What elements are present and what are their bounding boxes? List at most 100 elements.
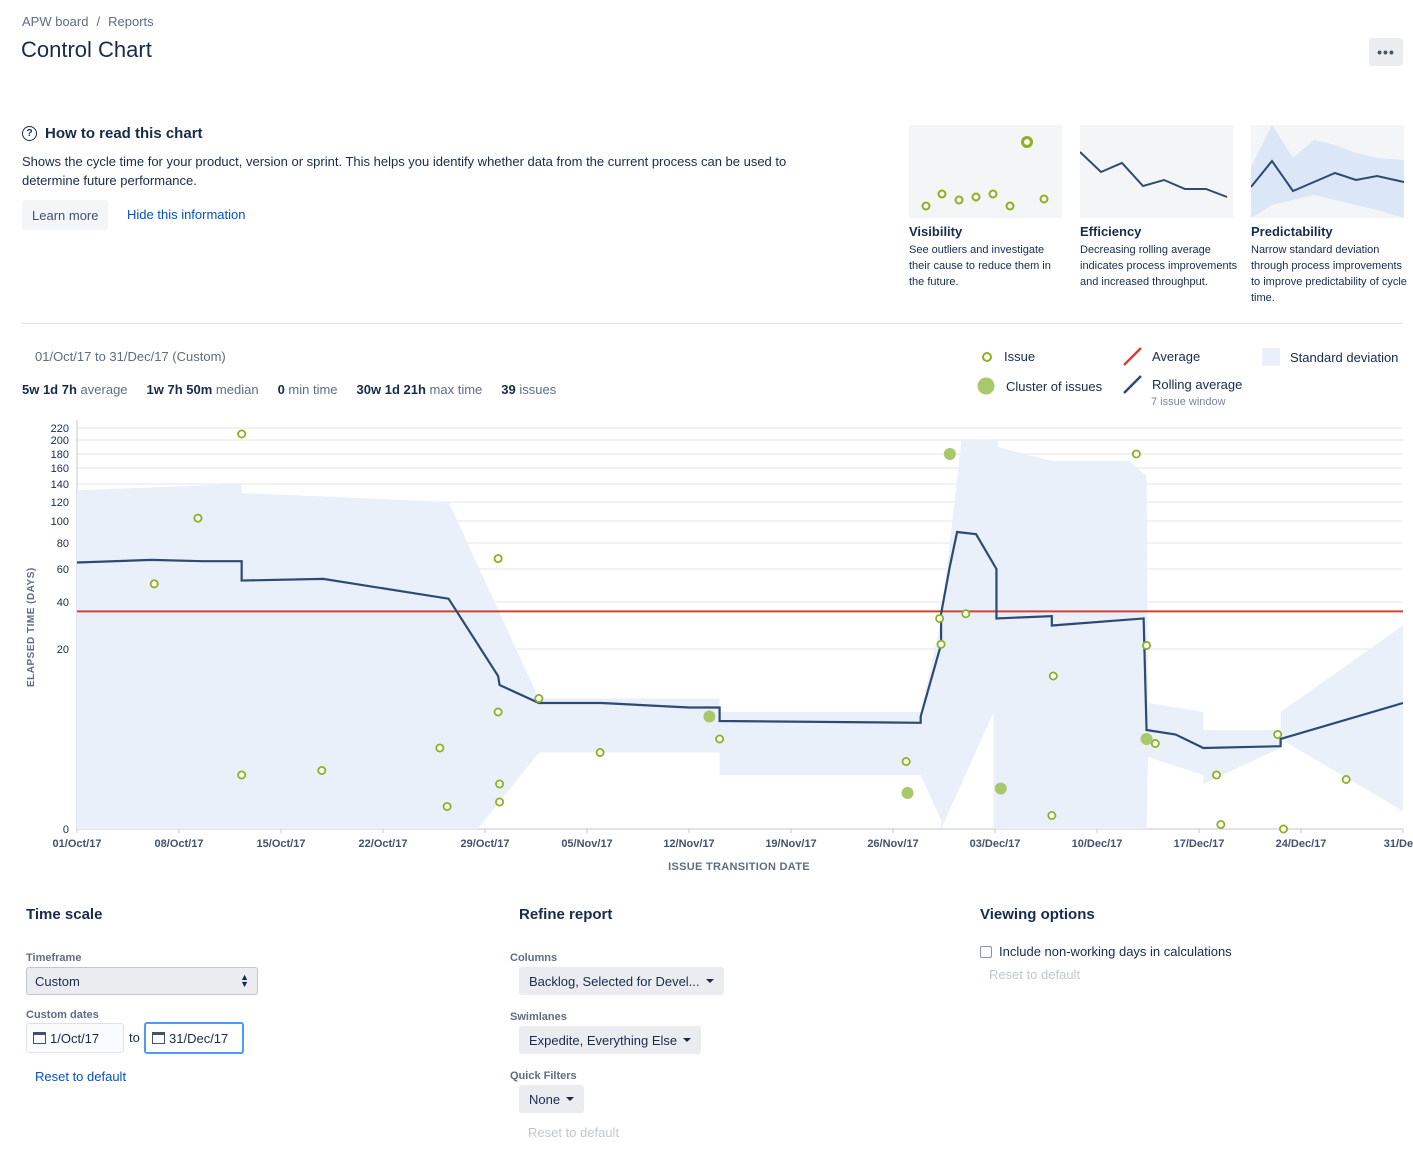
learn-more-button[interactable]: Learn more [22, 200, 109, 230]
legend-cluster[interactable]: Cluster of issues [976, 376, 1102, 396]
legend-average-label: Average [1152, 348, 1201, 364]
more-icon: ••• [1377, 44, 1395, 60]
stats-bar: 5w 1d 7h average 1w 7h 50m median 0 min … [22, 382, 556, 397]
issue-point[interactable] [936, 639, 946, 649]
issue-point[interactable] [495, 797, 505, 807]
issue-point[interactable] [1047, 810, 1057, 820]
x-tick-label: 19/Nov/17 [765, 838, 816, 850]
predictability-illustration [1251, 125, 1404, 218]
x-tick-label: 10/Dec/17 [1072, 838, 1123, 850]
calendar-icon [152, 1032, 165, 1044]
legend-rolling-average[interactable]: Rolling average [1122, 374, 1242, 394]
swimlanes-label: Swimlanes [510, 1011, 567, 1023]
chevron-down-icon [705, 979, 714, 983]
issue-point[interactable] [435, 743, 445, 753]
issue-points[interactable] [149, 429, 1351, 834]
issue-point[interactable] [237, 429, 247, 439]
legend-rolling-label: Rolling average [1152, 376, 1243, 392]
time-scale-reset-link[interactable]: Reset to default [35, 1069, 127, 1084]
y-tick-label: 180 [51, 449, 69, 461]
timeframe-value: Custom [35, 973, 80, 989]
issue-point[interactable] [237, 770, 247, 780]
visibility-description: See outliers and investigate their cause… [909, 244, 1051, 288]
visibility-card: Visibility See outliers and investigate … [909, 224, 1067, 290]
x-tick-label: 01/Oct/17 [53, 838, 102, 850]
predictability-card: Predictability Narrow standard deviation… [1251, 224, 1409, 306]
timeframe-select[interactable]: Custom ▲ ▼ [26, 967, 258, 995]
quick-filters-dropdown[interactable]: None [519, 1085, 585, 1113]
x-tick-label: 03/Dec/17 [970, 838, 1021, 850]
x-tick-label: 29/Oct/17 [461, 838, 510, 850]
breadcrumb: APW board / Reports [22, 14, 154, 29]
x-tick-label: 17/Dec/17 [1174, 838, 1225, 850]
issue-point[interactable] [1211, 770, 1221, 780]
issue-point[interactable] [1341, 774, 1351, 784]
issue-point[interactable] [1131, 449, 1141, 459]
issue-point[interactable] [961, 609, 971, 619]
quick-filters-value: None [529, 1091, 561, 1107]
columns-dropdown[interactable]: Backlog, Selected for Devel... [519, 967, 724, 995]
predictability-description: Narrow standard deviation through proces… [1251, 244, 1407, 304]
x-axis-ticks: 01/Oct/17 08/Oct/17 15/Oct/17 22/Oct/17 29/O… [53, 829, 1413, 850]
legend-stddev-label: Standard deviation [1290, 349, 1399, 365]
cluster-point[interactable] [1140, 733, 1153, 745]
y-tick-label: 220 [51, 423, 69, 435]
issue-point[interactable] [935, 613, 945, 623]
visibility-title: Visibility [909, 224, 963, 239]
issue-point[interactable] [442, 801, 452, 811]
legend-issue[interactable]: Issue [980, 349, 1035, 364]
nonworking-days-checkbox[interactable] [980, 945, 992, 958]
quick-filters-label: Quick Filters [510, 1070, 577, 1082]
issue-point[interactable] [1279, 824, 1289, 834]
issue-point[interactable] [1216, 819, 1226, 829]
issue-point[interactable] [1048, 671, 1058, 681]
swimlanes-dropdown[interactable]: Expedite, Everything Else [519, 1026, 702, 1054]
issue-point[interactable] [493, 554, 503, 564]
end-date-input[interactable]: 31/Dec/17 [144, 1022, 244, 1054]
issue-point[interactable] [1142, 640, 1152, 650]
issue-point[interactable] [715, 734, 725, 744]
y-tick-label: 120 [51, 497, 69, 509]
timeframe-label: Timeframe [26, 952, 82, 964]
breadcrumb-separator: / [96, 14, 101, 29]
x-tick-label: 05/Nov/17 [561, 838, 612, 850]
issue-point[interactable] [317, 765, 327, 775]
cluster-point[interactable] [901, 787, 914, 799]
issue-point[interactable] [193, 513, 203, 523]
hide-information-link[interactable]: Hide this information [127, 207, 246, 222]
breadcrumb-board-link[interactable]: APW board [22, 14, 89, 29]
issue-point[interactable] [493, 707, 503, 717]
cluster-point[interactable] [703, 710, 716, 723]
issue-point[interactable] [534, 693, 544, 703]
issue-point[interactable] [495, 779, 505, 789]
legend-average[interactable]: Average [1122, 346, 1200, 366]
help-heading: ? How to read this chart [22, 125, 203, 142]
nonworking-days-option[interactable]: Include non-working days in calculations [980, 944, 1232, 959]
breadcrumb-reports-link[interactable]: Reports [108, 14, 154, 29]
x-tick-label: 15/Oct/17 [257, 838, 306, 850]
efficiency-thumbnail [1080, 125, 1233, 218]
start-date-input[interactable]: 1/Oct/17 [26, 1023, 124, 1053]
issue-point[interactable] [901, 756, 911, 766]
refine-reset-link: Reset to default [528, 1125, 620, 1140]
y-tick-label: 60 [57, 564, 69, 576]
stat-median: 1w 7h 50m median [146, 382, 259, 397]
visibility-thumbnail [909, 125, 1062, 218]
issue-point[interactable] [1150, 738, 1160, 748]
legend-cluster-label: Cluster of issues [1006, 378, 1103, 394]
x-tick-label: 22/Oct/17 [359, 838, 408, 850]
issue-point[interactable] [149, 579, 159, 589]
viewing-options-title: Viewing options [980, 906, 1095, 923]
y-tick-label: 20 [57, 644, 69, 656]
issue-point[interactable] [1273, 729, 1283, 739]
legend-stddev[interactable]: Standard deviation [1262, 348, 1398, 366]
calendar-icon [33, 1032, 46, 1044]
more-actions-button[interactable]: ••• [1369, 38, 1403, 66]
rolling-average-line-icon [1123, 375, 1142, 394]
predictability-title: Predictability [1251, 224, 1333, 239]
chevron-down-icon [683, 1038, 692, 1042]
cluster-point[interactable] [994, 782, 1007, 795]
cluster-point[interactable] [943, 448, 956, 460]
issue-point[interactable] [595, 747, 605, 757]
